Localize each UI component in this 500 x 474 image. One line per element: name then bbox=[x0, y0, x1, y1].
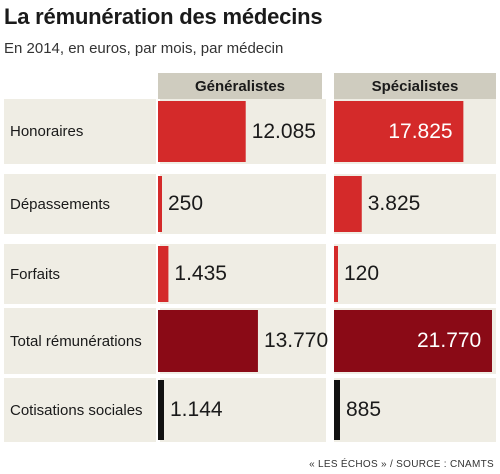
value-label-generalistes-forfaits: 1.435 bbox=[174, 262, 227, 285]
column-header-generalistes: Généralistes bbox=[158, 73, 322, 99]
column-divider bbox=[326, 99, 334, 442]
value-label-specialistes-depassements: 3.825 bbox=[367, 192, 421, 215]
chart-subtitle: En 2014, en euros, par mois, par médecin bbox=[4, 40, 284, 57]
chart-title: La rémunération des médecins bbox=[4, 4, 323, 29]
value-label-generalistes-total: 13.770 bbox=[263, 329, 329, 352]
row-label-honoraires: Honoraires bbox=[10, 123, 84, 140]
row-label-forfaits: Forfaits bbox=[10, 265, 61, 283]
value-label-generalistes-depassements: 250 bbox=[168, 192, 204, 215]
value-label-specialistes-honoraires: 17.825 bbox=[388, 119, 453, 143]
row-label-depassements: Dépassements bbox=[10, 195, 111, 213]
row-label-total: Total rémunérations bbox=[10, 332, 142, 350]
value-label-specialistes-forfaits: 120 bbox=[344, 262, 380, 285]
value-label-generalistes-cotisations: 1.144 bbox=[170, 398, 223, 421]
column-header-specialistes: Spécialistes bbox=[334, 73, 496, 99]
row-label-cotisations: Cotisations sociales bbox=[10, 401, 143, 419]
source-note: « LES ÉCHOS » / SOURCE : CNAMTS bbox=[309, 459, 494, 470]
column-divider bbox=[156, 99, 160, 442]
value-label-specialistes-total: 21.770 bbox=[417, 329, 482, 352]
value-label-generalistes-honoraires: 12.085 bbox=[251, 119, 316, 143]
row-background-forfaits bbox=[4, 244, 496, 304]
row-background-depassements bbox=[4, 174, 496, 234]
value-label-specialistes-cotisations: 885 bbox=[346, 398, 382, 421]
row-background-cotisations bbox=[4, 378, 496, 442]
